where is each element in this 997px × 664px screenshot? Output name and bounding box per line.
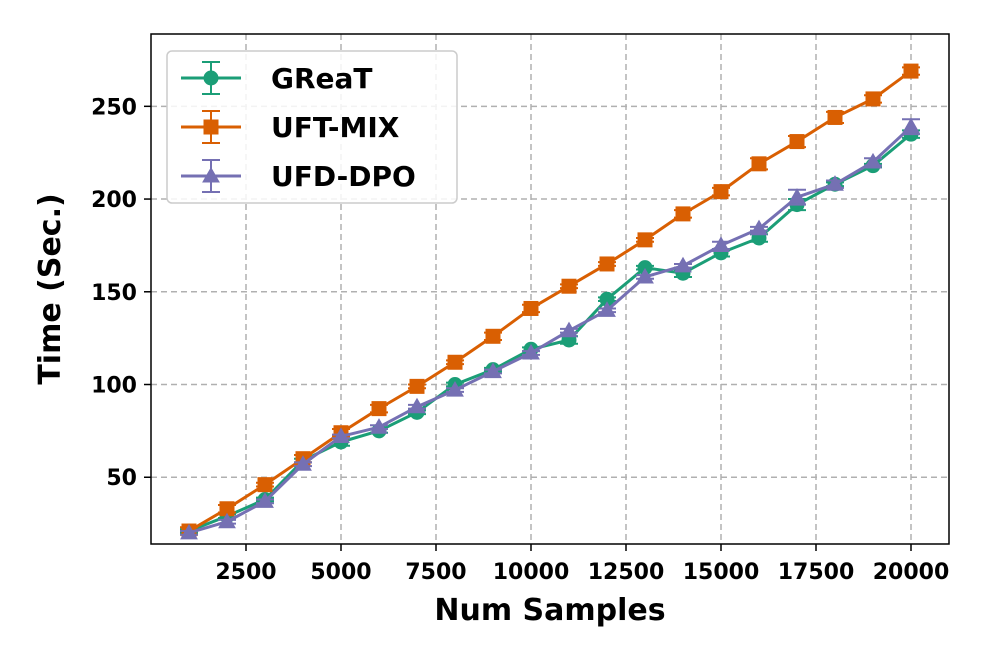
- legend-entry: UFD-DPO: [181, 159, 416, 193]
- x-tick-label: 20000: [873, 560, 950, 585]
- data-point: [256, 492, 274, 508]
- legend-marker: [203, 70, 219, 86]
- x-tick-label: 7500: [405, 560, 466, 585]
- y-tick-label: 100: [91, 374, 137, 399]
- legend-box: [166, 50, 458, 204]
- data-point: [180, 523, 198, 540]
- legend-marker: [202, 166, 220, 183]
- data-point: [827, 109, 843, 125]
- series-layer: [180, 63, 920, 540]
- y-tick-label: 50: [106, 466, 137, 491]
- x-axis-label: Num Samples: [434, 593, 665, 628]
- data-point: [523, 300, 539, 316]
- legend: GReaT UFT-MIX UFD-DPO: [166, 50, 458, 204]
- data-point: [636, 267, 654, 284]
- x-tick-label: 12500: [588, 560, 665, 585]
- y-axis-label: Time (Sec.): [33, 193, 68, 384]
- x-tick-label: 10000: [493, 560, 570, 585]
- data-point: [713, 184, 729, 200]
- data-point: [522, 343, 540, 360]
- legend-entry: GReaT: [181, 61, 373, 95]
- x-tick-label: 5000: [310, 560, 371, 585]
- data-point: [789, 134, 805, 150]
- data-point: [370, 418, 388, 434]
- data-point: [485, 328, 501, 344]
- data-point: [332, 427, 350, 443]
- legend-entry: UFT-MIX: [181, 110, 400, 144]
- data-point: [447, 354, 463, 370]
- data-point: [371, 401, 387, 417]
- data-point: [560, 321, 578, 338]
- data-point: [788, 188, 806, 204]
- data-point: [750, 219, 768, 236]
- data-point: [409, 378, 425, 394]
- series-ufd-dpo: [180, 117, 920, 540]
- legend-label: UFT-MIX: [271, 111, 400, 144]
- legend-label: GReaT: [271, 62, 373, 95]
- data-point: [561, 278, 577, 294]
- y-tick-label: 150: [91, 281, 137, 306]
- data-point: [674, 256, 692, 273]
- axis-ticks: 2500 5000 7500 10000 12500 15000 17500 20000 50 1…: [91, 95, 949, 585]
- data-point: [484, 362, 502, 379]
- data-point: [903, 63, 919, 79]
- legend-label: UFD-DPO: [271, 160, 416, 193]
- data-point: [408, 397, 426, 414]
- x-tick-label: 15000: [683, 560, 760, 585]
- data-point: [902, 117, 920, 134]
- data-point: [712, 236, 730, 252]
- data-point: [598, 301, 616, 317]
- y-tick-label: 250: [91, 95, 137, 120]
- data-point: [751, 156, 767, 172]
- plot-frame: [150, 33, 950, 545]
- data-point: [257, 477, 273, 493]
- data-point: [637, 232, 653, 248]
- data-point: [675, 206, 691, 222]
- data-point: [865, 91, 881, 107]
- data-point: [826, 175, 844, 191]
- legend-marker: [203, 119, 219, 135]
- data-point: [294, 455, 312, 471]
- data-point: [446, 381, 464, 397]
- x-tick-label: 17500: [778, 560, 855, 585]
- data-point: [218, 512, 236, 529]
- data-point: [864, 152, 882, 169]
- y-tick-label: 200: [91, 188, 137, 213]
- x-tick-label: 2500: [215, 560, 276, 585]
- data-point: [599, 256, 615, 272]
